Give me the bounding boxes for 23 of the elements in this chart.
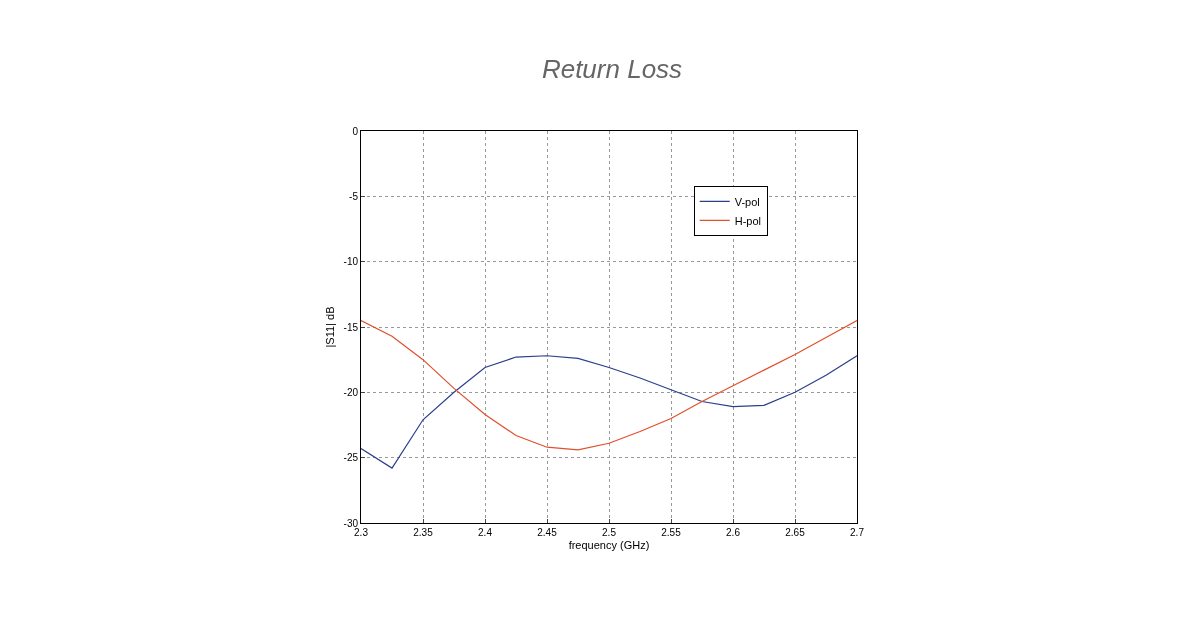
x-tick-label: 2.35 <box>413 527 434 538</box>
x-tick-label: 2.6 <box>726 527 741 538</box>
x-axis-title: frequency (GHz) <box>568 539 650 552</box>
x-tick-label: 2.7 <box>850 527 865 538</box>
chart-title: Return Loss <box>541 54 683 85</box>
legend-label: V-pol <box>734 195 760 208</box>
x-tick-label: 2.4 <box>478 527 493 538</box>
y-axis-title: |S11| dB <box>324 306 337 348</box>
line-series <box>361 319 857 451</box>
x-tick-label: 2.45 <box>537 527 558 538</box>
x-tick-label: 2.3 <box>354 527 369 538</box>
y-tick-label: -25 <box>343 452 359 464</box>
y-tick-label: -5 <box>349 190 359 202</box>
y-tick-label: 0 <box>352 125 359 137</box>
legend-label: H-pol <box>734 214 762 227</box>
y-tick-label: -15 <box>343 321 359 333</box>
y-tick-label: -10 <box>343 256 359 268</box>
x-tick-label: 2.65 <box>785 527 806 538</box>
y-tick-label: -20 <box>343 386 359 398</box>
x-tick-label: 2.55 <box>661 527 682 538</box>
x-tick-label: 2.5 <box>602 527 617 538</box>
y-tick-label: -30 <box>343 517 359 529</box>
line-series <box>361 355 857 469</box>
